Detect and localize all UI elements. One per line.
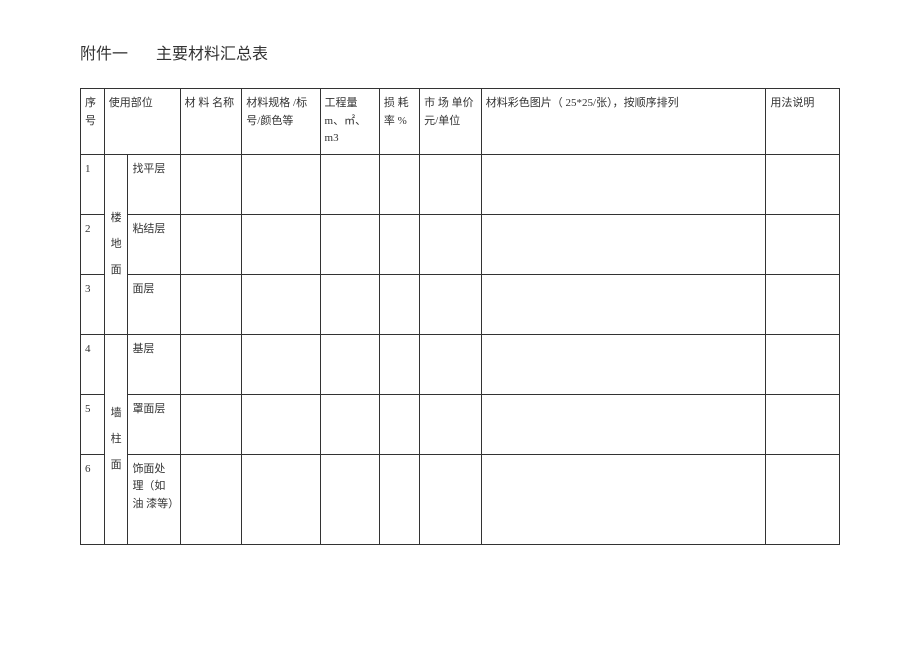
cell-spec: [242, 394, 320, 454]
table-header-row: 序号 使用部位 材 料 名称 材料规格 /标号/颜色等 工程量m、㎡、m3 损 …: [81, 89, 840, 155]
cell-name: [180, 214, 242, 274]
cell-loc: 找平层: [128, 154, 180, 214]
cell-num: 4: [81, 334, 105, 394]
group2-char3: 面: [109, 452, 124, 478]
table-row: 3 面层: [81, 274, 840, 334]
table-row: 1 楼 地 面 找平层: [81, 154, 840, 214]
table-row: 4 墙 柱 面 基层: [81, 334, 840, 394]
cell-num: 3: [81, 274, 105, 334]
cell-img: [481, 394, 766, 454]
cell-price: [420, 334, 482, 394]
cell-loss: [379, 454, 419, 544]
cell-qty: [320, 274, 379, 334]
group1-char1: 楼: [109, 205, 124, 231]
cell-loc: 饰面处理（如油 漆等）: [128, 454, 180, 544]
col-loc-header: 使用部位: [104, 89, 180, 155]
table-row: 5 罩面层: [81, 394, 840, 454]
cell-name: [180, 274, 242, 334]
cell-spec: [242, 274, 320, 334]
cell-group1: 楼 地 面: [104, 154, 128, 334]
cell-spec: [242, 334, 320, 394]
cell-img: [481, 214, 766, 274]
col-img-header: 材料彩色图片（ 25*25/张），按顺序排列: [481, 89, 766, 155]
cell-loc: 罩面层: [128, 394, 180, 454]
cell-price: [420, 454, 482, 544]
cell-price: [420, 394, 482, 454]
cell-num: 2: [81, 214, 105, 274]
cell-qty: [320, 394, 379, 454]
cell-qty: [320, 454, 379, 544]
cell-usage: [766, 334, 840, 394]
cell-img: [481, 454, 766, 544]
col-spec-header: 材料规格 /标号/颜色等: [242, 89, 320, 155]
cell-loss: [379, 214, 419, 274]
cell-img: [481, 274, 766, 334]
cell-num: 6: [81, 454, 105, 544]
page-title: 附件一 主要材料汇总表: [80, 40, 840, 64]
cell-loc: 面层: [128, 274, 180, 334]
cell-qty: [320, 154, 379, 214]
cell-num: 1: [81, 154, 105, 214]
cell-group2: 墙 柱 面: [104, 334, 128, 544]
title-prefix: 附件一: [80, 40, 128, 64]
cell-usage: [766, 394, 840, 454]
cell-qty: [320, 214, 379, 274]
cell-num: 5: [81, 394, 105, 454]
group2-char1: 墙: [109, 400, 124, 426]
group1-char2: 地: [109, 231, 124, 257]
col-num-header: 序号: [81, 89, 105, 155]
cell-usage: [766, 154, 840, 214]
col-loss-header: 损 耗率 %: [379, 89, 419, 155]
cell-spec: [242, 154, 320, 214]
cell-name: [180, 394, 242, 454]
table-row: 6 饰面处理（如油 漆等）: [81, 454, 840, 544]
cell-usage: [766, 274, 840, 334]
cell-loss: [379, 274, 419, 334]
cell-loc: 粘结层: [128, 214, 180, 274]
cell-img: [481, 334, 766, 394]
cell-price: [420, 274, 482, 334]
cell-img: [481, 154, 766, 214]
col-qty-header: 工程量m、㎡、m3: [320, 89, 379, 155]
group2-char2: 柱: [109, 426, 124, 452]
table-row: 2 粘结层: [81, 214, 840, 274]
title-main: 主要材料汇总表: [156, 46, 268, 63]
group1-char3: 面: [109, 257, 124, 283]
cell-name: [180, 334, 242, 394]
cell-qty: [320, 334, 379, 394]
cell-usage: [766, 454, 840, 544]
cell-loss: [379, 394, 419, 454]
col-price-header: 市 场 单价 元/单位: [420, 89, 482, 155]
col-usage-header: 用法说明: [766, 89, 840, 155]
cell-spec: [242, 454, 320, 544]
cell-price: [420, 154, 482, 214]
cell-price: [420, 214, 482, 274]
cell-name: [180, 454, 242, 544]
materials-table: 序号 使用部位 材 料 名称 材料规格 /标号/颜色等 工程量m、㎡、m3 损 …: [80, 88, 840, 545]
cell-usage: [766, 214, 840, 274]
cell-loss: [379, 154, 419, 214]
cell-spec: [242, 214, 320, 274]
cell-name: [180, 154, 242, 214]
cell-loc: 基层: [128, 334, 180, 394]
cell-loss: [379, 334, 419, 394]
col-name-header: 材 料 名称: [180, 89, 242, 155]
